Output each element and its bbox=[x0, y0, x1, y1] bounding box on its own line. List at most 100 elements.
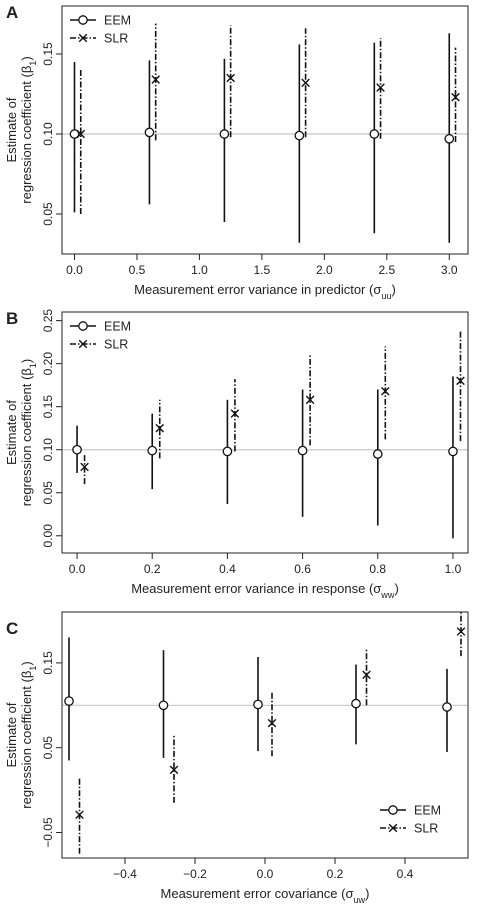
point-slr bbox=[80, 462, 89, 472]
x-tick-label: 0.6 bbox=[294, 562, 311, 576]
point-slr bbox=[301, 78, 310, 88]
y-axis-title-line: regression coefficient (β1) bbox=[19, 661, 38, 808]
y-tick-label: 0.10 bbox=[41, 438, 55, 462]
point-eem bbox=[147, 445, 158, 456]
y-axis-title: Estimate of regression coefficient (β1) bbox=[4, 56, 38, 203]
point-slr bbox=[75, 810, 84, 820]
y-tick-label: 0.15 bbox=[41, 42, 55, 66]
legend-marker-eem bbox=[78, 15, 88, 25]
panel-c: C −0.4 −0.2 0.0 0.2 0.4 −0.05 0.05 0.15 Measureme… bbox=[4, 611, 469, 905]
panel-a: A 0.0 0.5 1.0 1.5 2.0 2.5 3.0 0.05 0.10 0.15 Measur… bbox=[4, 3, 469, 301]
point-eem bbox=[442, 702, 452, 712]
x-tick-label: 1.5 bbox=[254, 263, 271, 277]
x-axis-title: Measurement error variance in response (… bbox=[131, 581, 399, 600]
x-tick-label: −0.2 bbox=[183, 867, 207, 881]
point-slr bbox=[151, 75, 160, 84]
y-tick-label: 0.25 bbox=[41, 309, 55, 333]
point-eem bbox=[72, 444, 82, 455]
point-eem bbox=[372, 449, 383, 459]
x-tick-label: 0.2 bbox=[327, 867, 344, 881]
legend-marker-slr bbox=[78, 339, 88, 349]
point-eem bbox=[144, 127, 155, 138]
x-tick-label: 0.0 bbox=[69, 562, 86, 576]
y-tick-label: 0.05 bbox=[41, 202, 55, 226]
legend-label-slr: SLR bbox=[414, 822, 438, 836]
x-tick-label: 0.0 bbox=[257, 867, 274, 881]
y-axis-title: Estimate of regression coefficient (β1) bbox=[4, 359, 38, 506]
x-tick-label: 0.2 bbox=[144, 562, 161, 576]
point-slr bbox=[76, 129, 86, 139]
point-slr bbox=[305, 395, 315, 405]
y-tick-label: −0.05 bbox=[41, 817, 55, 848]
point-eem bbox=[64, 696, 74, 706]
x-tick-label: 0.4 bbox=[397, 867, 414, 881]
x-tick-label: 0.4 bbox=[219, 562, 236, 576]
y-tick-label: 0.00 bbox=[41, 524, 55, 548]
point-slr bbox=[267, 718, 277, 728]
point-eem bbox=[253, 699, 263, 710]
y-axis-title-line: regression coefficient (β1) bbox=[19, 359, 38, 506]
plot-frame bbox=[61, 5, 469, 255]
y-tick-label: 0.05 bbox=[41, 481, 55, 505]
x-tick-label: 0.8 bbox=[369, 562, 386, 576]
y-tick-label: 0.15 bbox=[41, 651, 55, 675]
plot-frame bbox=[61, 311, 469, 554]
point-eem bbox=[222, 446, 233, 457]
legend-marker-eem bbox=[388, 805, 398, 815]
point-slr bbox=[381, 386, 390, 396]
x-axis-title: Measurement error variance in predictor … bbox=[134, 282, 396, 301]
legend-label-slr: SLR bbox=[104, 338, 128, 352]
legend-label-eem: EEM bbox=[104, 320, 131, 334]
x-tick-label: 0.0 bbox=[66, 263, 83, 277]
point-eem bbox=[219, 129, 230, 139]
y-tick-label: 0.20 bbox=[41, 352, 55, 376]
panel-letter: B bbox=[6, 309, 18, 328]
plot-frame bbox=[61, 611, 469, 859]
x-tick-label: 1.0 bbox=[445, 562, 462, 576]
y-axis-title-line: Estimate of bbox=[4, 400, 19, 465]
y-tick-label: 0.15 bbox=[41, 395, 55, 419]
legend-marker-slr bbox=[388, 823, 398, 833]
x-tick-label: −0.4 bbox=[113, 867, 137, 881]
point-slr bbox=[169, 765, 179, 775]
legend-label-eem: EEM bbox=[414, 804, 441, 818]
y-axis-title-line: Estimate of bbox=[4, 702, 19, 767]
y-axis-title: Estimate of regression coefficient (β1) bbox=[4, 661, 38, 808]
y-tick-label: 0.10 bbox=[41, 122, 55, 146]
point-eem bbox=[351, 698, 361, 709]
legend: EEM SLR bbox=[70, 320, 131, 352]
legend-label-slr: SLR bbox=[104, 32, 128, 46]
y-axis-title-line: Estimate of bbox=[4, 97, 19, 162]
x-tick-label: 0.5 bbox=[129, 263, 146, 277]
legend-marker-slr bbox=[78, 33, 88, 43]
point-slr bbox=[456, 376, 465, 386]
panel-letter: C bbox=[6, 619, 18, 638]
panel-letter: A bbox=[6, 3, 18, 22]
point-slr bbox=[456, 627, 466, 636]
x-axis-title: Measurement error covariance (σuw) bbox=[161, 886, 370, 905]
legend-marker-eem bbox=[78, 321, 88, 331]
y-axis-title-line: regression coefficient (β1) bbox=[19, 56, 38, 203]
point-eem bbox=[69, 129, 80, 139]
point-eem bbox=[158, 700, 169, 711]
x-tick-label: 1.0 bbox=[191, 263, 208, 277]
legend: EEM SLR bbox=[70, 14, 131, 46]
point-slr bbox=[155, 423, 165, 433]
y-tick-label: 0.05 bbox=[41, 736, 55, 760]
point-slr bbox=[230, 409, 240, 418]
point-eem bbox=[444, 133, 455, 144]
x-tick-label: 2.5 bbox=[378, 263, 395, 277]
point-eem bbox=[297, 445, 308, 456]
point-eem bbox=[294, 130, 305, 141]
point-slr bbox=[376, 83, 385, 92]
x-tick-label: 3.0 bbox=[441, 263, 458, 277]
point-slr bbox=[451, 92, 460, 102]
legend-label-eem: EEM bbox=[104, 14, 131, 28]
point-slr bbox=[226, 73, 235, 83]
x-tick-label: 2.0 bbox=[316, 263, 333, 277]
panel-b: B 0.0 0.2 0.4 0.6 0.8 1.0 0.00 0.05 0.10 0.15 0.20 0… bbox=[4, 309, 469, 600]
point-slr bbox=[362, 670, 371, 680]
point-eem bbox=[369, 129, 380, 139]
legend: EEM SLR bbox=[380, 804, 441, 836]
